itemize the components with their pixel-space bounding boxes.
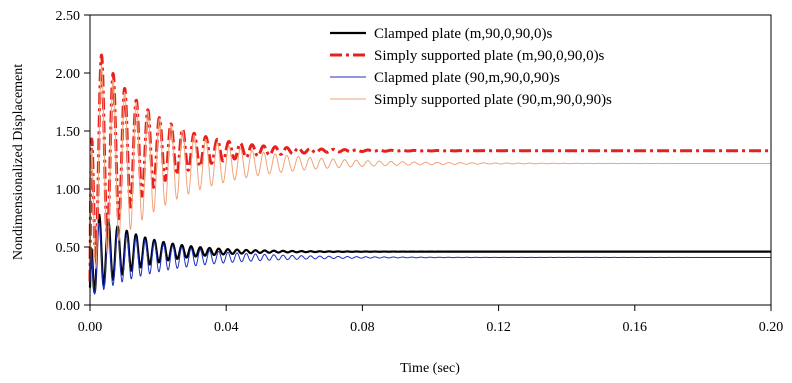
series-line <box>88 213 772 294</box>
y-tick-label: 0.00 <box>56 299 81 314</box>
legend-entry: Simply supported plate (m,90,0,90,0)s <box>374 48 605 64</box>
y-tick-label: 0.50 <box>56 241 81 256</box>
y-tick-label: 2.50 <box>56 9 81 24</box>
x-tick-label: 0.08 <box>350 320 375 335</box>
x-tick-label: 0.20 <box>759 320 784 335</box>
x-tick-label: 0.12 <box>486 320 511 335</box>
legend: Clamped plate (m,90,0,90,0)s Simply suppo… <box>330 26 612 108</box>
y-tick-label: 1.00 <box>56 183 81 198</box>
x-tick-label: 0.16 <box>623 320 648 335</box>
legend-entry: Simply supported plate (90,m,90,0,90)s <box>374 92 612 108</box>
x-axis-title: Time (sec) <box>400 361 460 376</box>
legend-entry: Clapmed plate (90,m,90,0,90)s <box>374 70 560 86</box>
series-line <box>89 65 772 282</box>
series-line <box>89 222 772 295</box>
y-tick-label: 1.50 <box>56 125 81 140</box>
plot-frame <box>89 14 772 306</box>
axes-layer <box>89 14 772 306</box>
ticks-layer: 0.00 0.04 0.08 0.12 0.16 0.20 0.00 0.50 1.00 1.50… <box>56 9 784 335</box>
x-tick-label: 0.04 <box>214 320 239 335</box>
series-line <box>88 53 773 282</box>
series-layer <box>88 53 773 295</box>
y-tick-label: 2.00 <box>56 67 81 82</box>
y-axis-title: Nondimensionalized Displacement <box>11 64 26 260</box>
x-tick-label: 0.00 <box>78 320 103 335</box>
legend-entry: Clamped plate (m,90,0,90,0)s <box>374 26 552 42</box>
